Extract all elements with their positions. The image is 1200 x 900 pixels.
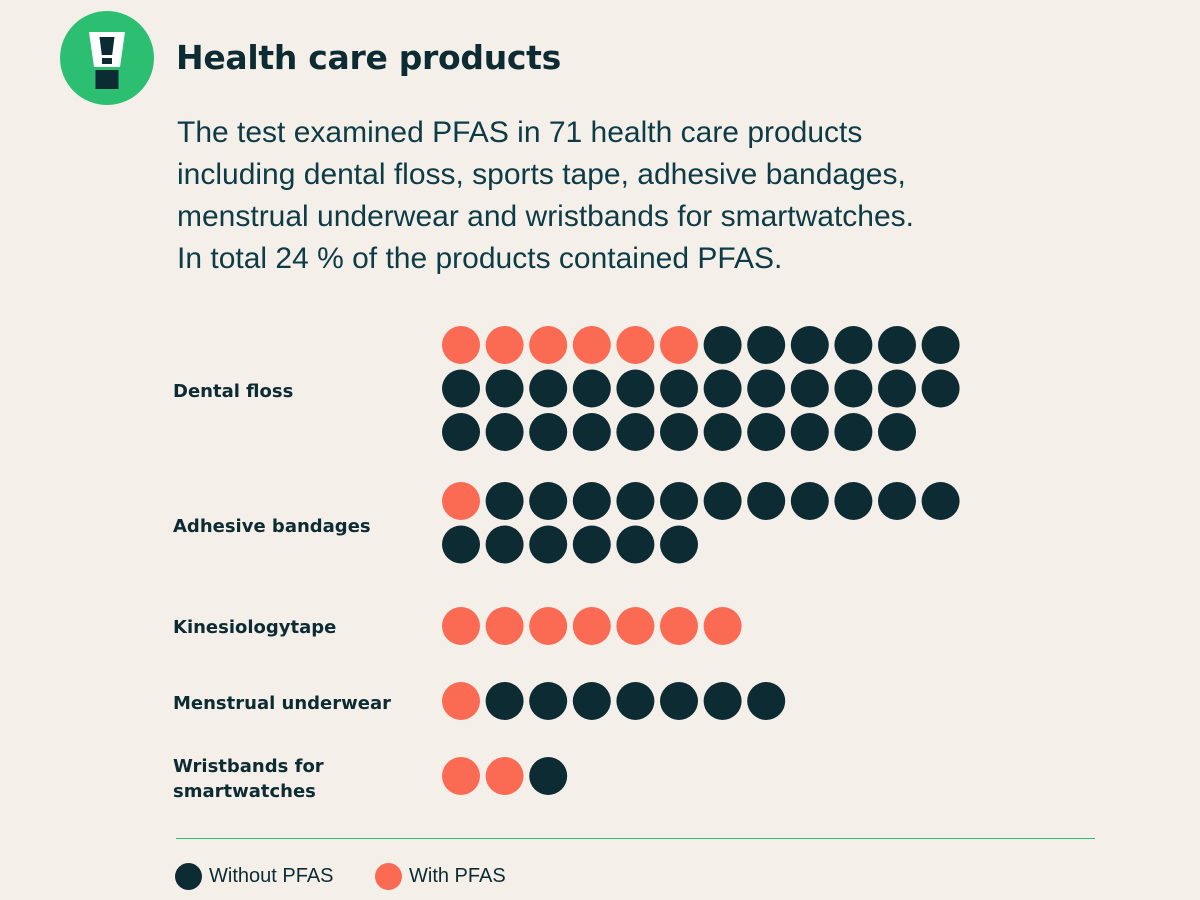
legend-dot-without-pfas	[175, 862, 202, 890]
category-label-kinesiologytape: Kinesiologytape	[173, 617, 337, 638]
dot-without-pfas	[790, 413, 829, 451]
dot-without-pfas	[485, 482, 524, 520]
dot-without-pfas	[660, 525, 698, 564]
divider	[176, 838, 1095, 839]
legend-label-without-pfas: Without PFAS	[209, 864, 334, 887]
dot-without-pfas	[529, 369, 568, 408]
dot-without-pfas	[442, 525, 480, 564]
dot-without-pfas	[485, 525, 524, 564]
dot-with-pfas	[529, 326, 568, 364]
dot-with-pfas	[660, 326, 698, 364]
dot-without-pfas	[921, 482, 960, 520]
dot-without-pfas	[747, 369, 786, 408]
dot-without-pfas	[790, 482, 829, 520]
dot-without-pfas	[442, 369, 480, 408]
intro-line: The test examined PFAS in 71 health care…	[177, 116, 863, 149]
dot-without-pfas	[529, 482, 568, 520]
dot-group-3	[442, 607, 742, 645]
dot-without-pfas	[834, 326, 873, 364]
dot-group-1	[442, 326, 960, 451]
dot-without-pfas	[878, 482, 916, 520]
dot-without-pfas	[747, 326, 786, 364]
dot-without-pfas	[529, 525, 568, 564]
dot-without-pfas	[572, 482, 611, 520]
category-label-dental-floss: Dental floss	[173, 381, 294, 402]
dot-without-pfas	[616, 482, 655, 520]
dot-without-pfas	[485, 369, 524, 408]
dot-without-pfas	[572, 413, 611, 451]
dot-without-pfas	[703, 413, 742, 451]
dot-with-pfas	[442, 682, 480, 720]
dot-without-pfas	[660, 482, 698, 520]
dot-without-pfas	[660, 369, 698, 408]
dot-with-pfas	[660, 607, 698, 645]
dot-without-pfas	[572, 682, 611, 720]
legend-dot-with-pfas	[375, 862, 402, 890]
dot-with-pfas	[572, 326, 611, 364]
dot-without-pfas	[834, 413, 873, 451]
legend-item-with-pfas: With PFAS	[375, 862, 506, 890]
exclamation-tube-icon	[60, 11, 154, 105]
dot-with-pfas	[442, 607, 480, 645]
dot-without-pfas	[703, 482, 742, 520]
dot-with-pfas	[442, 326, 480, 364]
dot-with-pfas	[703, 607, 742, 645]
dot-without-pfas	[616, 369, 655, 408]
dot-without-pfas	[703, 326, 742, 364]
dot-with-pfas	[616, 326, 655, 364]
intro-text: The test examined PFAS in 71 health care…	[177, 112, 1057, 280]
dot-without-pfas	[529, 682, 568, 720]
page-title: Health care products	[176, 38, 561, 77]
dot-without-pfas	[703, 369, 742, 408]
dot-without-pfas	[572, 369, 611, 408]
intro-line: In total 24 % of the products contained …	[177, 242, 783, 275]
dot-without-pfas	[834, 369, 873, 408]
dot-without-pfas	[442, 413, 480, 451]
dot-with-pfas	[485, 607, 524, 645]
dot-with-pfas	[485, 757, 524, 795]
dot-without-pfas	[878, 413, 916, 451]
dot-without-pfas	[616, 413, 655, 451]
dot-without-pfas	[834, 482, 873, 520]
category-label-menstrual-underwear: Menstrual underwear	[173, 693, 391, 714]
dot-with-pfas	[442, 482, 480, 520]
dot-without-pfas	[878, 369, 916, 408]
legend-label-with-pfas: With PFAS	[409, 864, 506, 887]
dot-without-pfas	[616, 682, 655, 720]
dot-group-5	[442, 757, 568, 795]
dot-group-4	[442, 682, 786, 720]
dot-group-2	[442, 482, 960, 564]
legend-item-without-pfas: Without PFAS	[175, 862, 334, 890]
category-label-wristbands: Wristbands for smartwatches	[173, 756, 324, 802]
dot-without-pfas	[747, 482, 786, 520]
dot-without-pfas	[747, 682, 786, 720]
dot-without-pfas	[921, 326, 960, 364]
dot-without-pfas	[529, 413, 568, 451]
dot-with-pfas	[572, 607, 611, 645]
dot-without-pfas	[572, 525, 611, 564]
dot-without-pfas	[485, 413, 524, 451]
dot-without-pfas	[703, 682, 742, 720]
dot-with-pfas	[616, 607, 655, 645]
tube-glyph	[89, 32, 125, 89]
dot-without-pfas	[921, 369, 960, 408]
dot-without-pfas	[878, 326, 916, 364]
dot-without-pfas	[790, 369, 829, 408]
dot-without-pfas	[790, 326, 829, 364]
dot-with-pfas	[529, 607, 568, 645]
dot-without-pfas	[660, 682, 698, 720]
dot-with-pfas	[442, 757, 480, 795]
dot-without-pfas	[616, 525, 655, 564]
intro-line: menstrual underwear and wristbands for s…	[177, 200, 914, 233]
dot-without-pfas	[660, 413, 698, 451]
dot-without-pfas	[485, 682, 524, 720]
dot-without-pfas	[529, 757, 568, 795]
category-label-adhesive-bandages: Adhesive bandages	[173, 516, 371, 537]
dot-with-pfas	[485, 326, 524, 364]
dot-without-pfas	[747, 413, 786, 451]
intro-line: including dental floss, sports tape, adh…	[177, 158, 906, 191]
